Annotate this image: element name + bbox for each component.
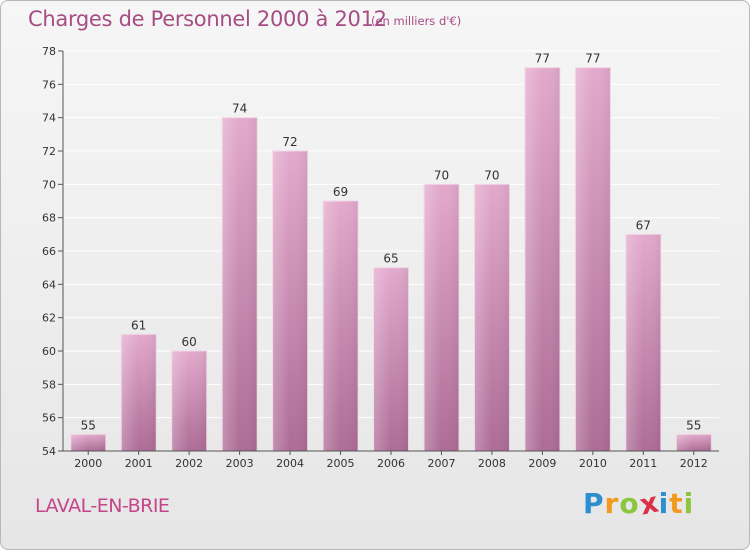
commune-name: LAVAL-EN-BRIE: [35, 495, 170, 517]
y-tick-label: 56: [42, 412, 56, 425]
bar-shine-2007: [423, 184, 459, 452]
x-tick-label-2007: 2007: [427, 457, 455, 470]
x-tick-label-2004: 2004: [276, 457, 304, 470]
logo-letter: r: [604, 487, 620, 520]
logo-letter: i: [658, 487, 670, 520]
data-label-2006: 65: [383, 252, 398, 266]
data-label-2000: 55: [81, 418, 96, 432]
y-tick-label: 74: [42, 112, 56, 125]
bar-shine-2009: [524, 67, 560, 452]
bar-shine-2003: [222, 117, 258, 452]
x-tick-label-2011: 2011: [629, 457, 657, 470]
bar-shine-2011: [625, 234, 661, 451]
y-tick-label: 66: [42, 245, 56, 258]
bar-shine-2005: [323, 201, 359, 451]
bar-shine-2000: [70, 434, 106, 451]
y-tick-label: 78: [42, 45, 56, 58]
data-label-2010: 77: [585, 52, 600, 66]
logo-letter: t: [669, 487, 684, 520]
x-tick-label-2008: 2008: [478, 457, 506, 470]
data-label-2004: 72: [282, 135, 297, 149]
y-tick-label: 58: [42, 378, 56, 391]
y-tick-label: 76: [42, 78, 56, 91]
x-tick-label-2003: 2003: [226, 457, 254, 470]
x-tick-label-2005: 2005: [327, 457, 355, 470]
data-label-2012: 55: [686, 418, 701, 432]
bar-shine-2002: [171, 351, 207, 451]
x-tick-label-2012: 2012: [680, 457, 708, 470]
data-label-2005: 69: [333, 185, 348, 199]
bar-shine-2004: [272, 151, 308, 451]
x-tick-label-2001: 2001: [125, 457, 153, 470]
data-label-2003: 74: [232, 102, 247, 116]
data-label-2001: 61: [131, 318, 146, 332]
logo-letter: i: [683, 487, 695, 520]
y-tick-label: 64: [42, 278, 56, 291]
axes: 54 56 58 60 62 64 66 68 70 72 74 76 78 2000 2001 2002 20…: [42, 45, 719, 470]
x-tick-label-2002: 2002: [175, 457, 203, 470]
y-tick-label: 68: [42, 212, 56, 225]
y-tick-label: 70: [42, 178, 56, 191]
proxiti-logo: Proxiti: [583, 485, 695, 521]
logo-letter: P: [583, 487, 605, 520]
y-tick-label: 72: [42, 145, 56, 158]
data-labels: 55 61 60 74 72 69 65 70 70 77 77 67 55: [81, 52, 702, 433]
y-tick-label: 60: [42, 345, 56, 358]
data-label-2009: 77: [535, 52, 550, 66]
bars: [70, 67, 712, 452]
x-tick-label-2006: 2006: [377, 457, 405, 470]
data-label-2011: 67: [636, 218, 651, 232]
y-tick-label: 54: [42, 445, 56, 458]
data-label-2002: 60: [182, 335, 197, 349]
x-tick-label-2009: 2009: [528, 457, 556, 470]
bar-shine-2006: [373, 267, 409, 451]
chart-subtitle: (en milliers d'€): [371, 14, 462, 28]
bar-shine-2008: [474, 184, 510, 452]
data-label-2007: 70: [434, 168, 449, 182]
bar-shine-2012: [676, 434, 712, 451]
data-label-2008: 70: [484, 168, 499, 182]
bar-shine-2010: [575, 67, 611, 452]
x-tick-label-2010: 2010: [579, 457, 607, 470]
x-tick-label-2000: 2000: [74, 457, 102, 470]
y-tick-label: 62: [42, 312, 56, 325]
logo-letter: o: [619, 487, 640, 520]
chart-title: Charges de Personnel 2000 à 2012: [28, 7, 387, 31]
bar-shine-2001: [121, 334, 157, 451]
